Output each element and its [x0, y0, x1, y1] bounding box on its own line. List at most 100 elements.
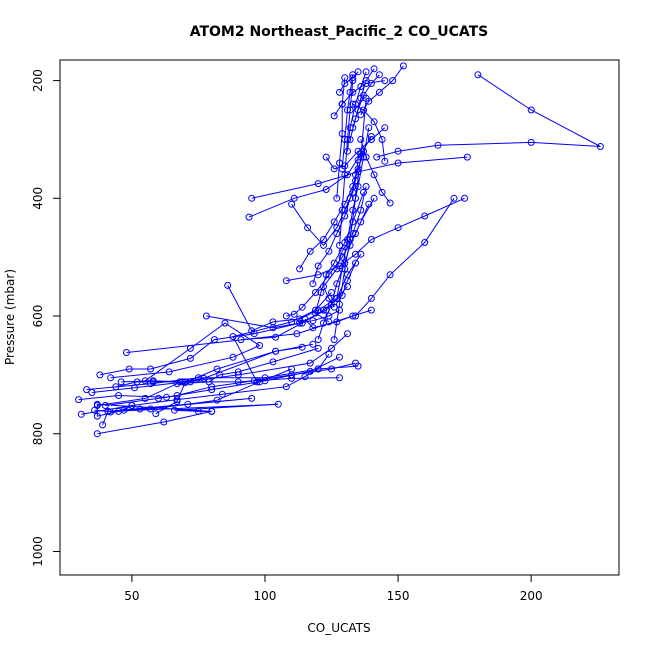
data-point [282, 383, 290, 391]
data-point [155, 394, 162, 402]
data-point [123, 349, 130, 356]
data-point [312, 309, 319, 317]
data-point [147, 365, 154, 373]
data-point [317, 289, 325, 296]
data-point [107, 374, 115, 382]
data-point [237, 336, 245, 344]
profile-series-21 [314, 194, 378, 344]
data-point [152, 410, 160, 418]
data-point [208, 407, 216, 415]
profile-line [206, 309, 340, 329]
data-point [298, 303, 306, 311]
data-point [336, 262, 343, 270]
data-point [370, 118, 378, 126]
data-point [115, 392, 123, 399]
profile-series-31 [330, 94, 370, 344]
data-point [173, 397, 181, 405]
data-point [386, 199, 394, 207]
y-tick-label: 1000 [31, 536, 45, 567]
data-point [171, 406, 178, 414]
data-point [336, 241, 343, 249]
data-point [99, 421, 107, 429]
data-point [349, 74, 357, 82]
x-tick-label: 200 [520, 589, 543, 603]
data-point [208, 386, 216, 394]
data-point [320, 283, 327, 291]
y-tick-label: 200 [31, 69, 45, 92]
profile-line [355, 198, 455, 317]
data-point [173, 380, 181, 388]
data-point [322, 153, 330, 161]
data-point [596, 143, 604, 150]
profile-line [333, 98, 367, 340]
data-point [101, 402, 109, 409]
profile-series-44 [373, 71, 604, 161]
data-point [288, 200, 296, 208]
data-point [336, 300, 343, 308]
data-point [370, 171, 378, 179]
data-point [245, 213, 253, 221]
data-point [272, 333, 280, 341]
data-point [325, 247, 333, 255]
data-point [336, 88, 343, 96]
data-point [338, 291, 346, 299]
data-point [357, 153, 365, 161]
profile-line [110, 368, 292, 413]
data-point [314, 365, 322, 373]
data-point [136, 405, 144, 413]
data-point [253, 378, 261, 386]
profile-series-41 [336, 68, 362, 96]
data-point [107, 408, 115, 416]
data-point [184, 400, 192, 408]
profile-line [360, 65, 404, 115]
data-point [131, 384, 138, 392]
profile-line [336, 77, 346, 199]
data-point [357, 111, 365, 119]
data-point [83, 386, 91, 394]
data-point [93, 412, 101, 420]
y-tick-label: 400 [31, 187, 45, 210]
data-point [527, 138, 535, 146]
data-point [344, 147, 351, 155]
data-point [381, 157, 389, 165]
data-point [296, 315, 304, 323]
data-point [229, 353, 237, 361]
data-point [373, 153, 381, 161]
data-point [149, 377, 157, 385]
data-point [381, 77, 389, 85]
data-point [367, 306, 375, 314]
data-point [202, 312, 210, 320]
profile-line [232, 292, 332, 383]
profile-line [339, 71, 359, 93]
data-point [282, 312, 290, 320]
data-point [200, 374, 208, 382]
data-point [93, 430, 101, 438]
data-point [213, 365, 221, 373]
data-point [210, 336, 218, 344]
data-point [357, 206, 365, 214]
profile-line [286, 197, 465, 282]
data-point [333, 224, 341, 232]
y-axis: 200 400 600 800 1000 [31, 69, 61, 567]
data-point [375, 71, 383, 79]
data-point [381, 124, 389, 132]
data-point [282, 277, 290, 285]
profile-line [352, 74, 380, 128]
profile-series-10 [77, 350, 333, 418]
plot-frame [59, 59, 620, 576]
data-point [248, 194, 256, 202]
data-point [394, 224, 402, 232]
data-point [205, 378, 213, 386]
profile-series-38 [330, 77, 389, 120]
data-point [314, 180, 322, 188]
data-point [218, 390, 226, 398]
x-tick-label: 50 [124, 589, 139, 603]
data-point [346, 136, 354, 143]
profile-line [99, 286, 348, 376]
profile-series-8 [75, 353, 343, 404]
data-point [330, 165, 338, 173]
data-point [234, 368, 242, 376]
profile-line [110, 322, 261, 382]
data-point [88, 389, 96, 396]
